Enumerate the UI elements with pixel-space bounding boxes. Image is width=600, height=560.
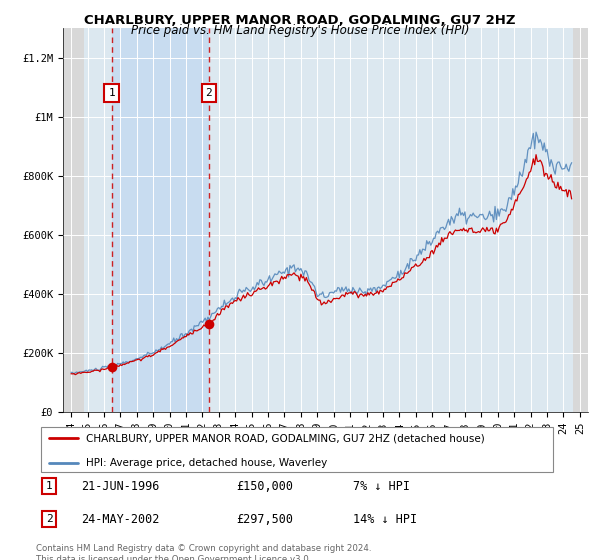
Text: 14% ↓ HPI: 14% ↓ HPI (353, 512, 417, 526)
Bar (573, 28, 588, 412)
FancyBboxPatch shape (41, 427, 553, 472)
Text: 21-JUN-1996: 21-JUN-1996 (81, 479, 159, 493)
Text: £150,000: £150,000 (236, 479, 293, 493)
Text: CHARLBURY, UPPER MANOR ROAD, GODALMING, GU7 2HZ: CHARLBURY, UPPER MANOR ROAD, GODALMING, … (84, 14, 516, 27)
Text: £297,500: £297,500 (236, 512, 293, 526)
Text: 2: 2 (46, 514, 53, 524)
Text: Contains HM Land Registry data © Crown copyright and database right 2024.
This d: Contains HM Land Registry data © Crown c… (36, 544, 371, 560)
Text: 24-MAY-2002: 24-MAY-2002 (81, 512, 159, 526)
Text: HPI: Average price, detached house, Waverley: HPI: Average price, detached house, Wave… (86, 458, 328, 468)
Text: CHARLBURY, UPPER MANOR ROAD, GODALMING, GU7 2HZ (detached house): CHARLBURY, UPPER MANOR ROAD, GODALMING, … (86, 433, 485, 444)
Bar (63, 28, 83, 412)
Text: 1: 1 (46, 481, 53, 491)
Text: 2: 2 (205, 88, 212, 98)
Text: 1: 1 (109, 88, 115, 98)
Text: 7% ↓ HPI: 7% ↓ HPI (353, 479, 410, 493)
Text: Price paid vs. HM Land Registry's House Price Index (HPI): Price paid vs. HM Land Registry's House … (131, 24, 469, 37)
Bar (83, 28, 573, 412)
Bar (112, 28, 209, 412)
